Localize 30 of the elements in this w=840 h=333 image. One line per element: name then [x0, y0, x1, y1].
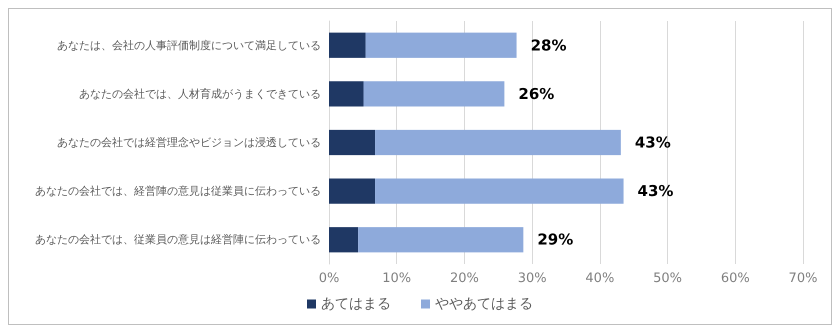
x-tick-label: 60% — [720, 271, 750, 286]
bar — [329, 178, 376, 204]
total-label: 43% — [638, 182, 674, 200]
x-tick-label: 30% — [518, 271, 547, 286]
bar — [358, 227, 524, 252]
bar — [329, 130, 376, 156]
total-label: 26% — [518, 84, 554, 103]
x-tick-label: 10% — [382, 271, 412, 286]
total-label: 28% — [530, 36, 566, 54]
bar — [375, 178, 624, 204]
x-tick-label: 20% — [450, 271, 479, 286]
x-tick-label: 50% — [653, 271, 682, 286]
bar — [366, 32, 517, 58]
x-tick-label: 40% — [585, 271, 614, 286]
x-tick-label: 70% — [788, 271, 818, 286]
x-tick-label: 0% — [318, 271, 340, 286]
y-tick-label: あなたの会社では経営理念やビジョンは浸透している — [57, 136, 321, 149]
legend-label: あてはまる — [321, 296, 391, 312]
bar — [364, 81, 504, 107]
legend-label: ややあてはまる — [435, 296, 533, 312]
bar — [375, 130, 621, 156]
y-tick-label: あなたの会社では、人材育成がうまくできている — [79, 87, 321, 100]
bar — [329, 32, 366, 58]
bar — [329, 81, 364, 107]
y-tick-label: あなたの会社では、経営陣の意見は従業員に伝わっている — [35, 184, 321, 198]
bar — [329, 227, 358, 252]
total-label: 43% — [634, 134, 671, 152]
total-label: 29% — [537, 230, 574, 249]
y-tick-label: あなたは、会社の人事評価制度について満足している — [57, 38, 321, 52]
y-tick-label: あなたの会社では、従業員の意見は経営陣に伝わっている — [35, 233, 321, 246]
